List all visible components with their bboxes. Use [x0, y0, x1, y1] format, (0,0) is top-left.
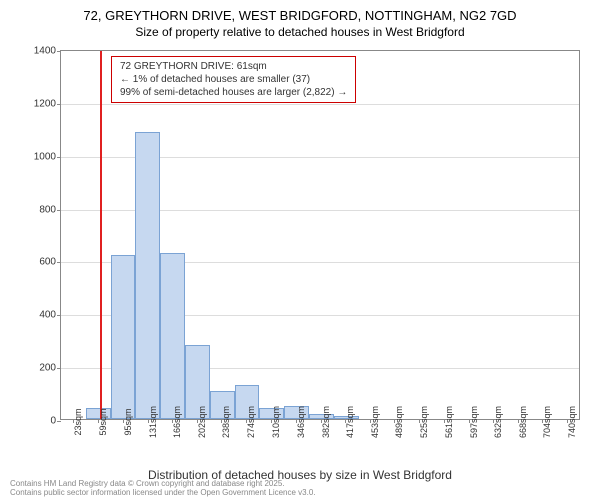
callout-box: 72 GREYTHORN DRIVE: 61sqm ← 1% of detach… [111, 56, 356, 103]
x-tick-label: 95sqm [123, 408, 133, 435]
histogram-chart: 72, GREYTHORN DRIVE, WEST BRIDGFORD, NOT… [0, 0, 600, 500]
x-tick-label: 417sqm [345, 406, 355, 438]
x-tick-label: 202sqm [197, 406, 207, 438]
x-tick-label: 668sqm [518, 406, 528, 438]
y-tick-mark [57, 157, 61, 158]
x-tick-label: 704sqm [542, 406, 552, 438]
x-tick-label: 382sqm [321, 406, 331, 438]
x-tick-label: 238sqm [221, 406, 231, 438]
y-tick-mark [57, 104, 61, 105]
chart-title-sub: Size of property relative to detached ho… [0, 25, 600, 39]
y-tick-label: 0 [50, 416, 56, 427]
x-tick-label: 59sqm [98, 408, 108, 435]
x-tick-label: 597sqm [469, 406, 479, 438]
callout-line-3: 99% of semi-detached houses are larger (… [120, 86, 347, 99]
x-tick-label: 561sqm [444, 406, 454, 438]
x-tick-label: 453sqm [370, 406, 380, 438]
x-tick-label: 489sqm [394, 406, 404, 438]
x-tick-label: 632sqm [493, 406, 503, 438]
x-tick-label: 23sqm [73, 408, 83, 435]
y-tick-label: 400 [39, 310, 56, 321]
plot-area: 020040060080010001200140023sqm59sqm95sqm… [60, 50, 580, 420]
x-tick-label: 740sqm [567, 406, 577, 438]
y-tick-label: 1400 [34, 46, 56, 57]
footer-attribution: Contains HM Land Registry data © Crown c… [10, 480, 316, 498]
x-tick-label: 131sqm [148, 406, 158, 438]
histogram-bar [160, 253, 185, 420]
y-tick-label: 1200 [34, 98, 56, 109]
x-tick-label: 166sqm [172, 406, 182, 438]
grid-line [61, 104, 579, 105]
y-tick-mark [57, 262, 61, 263]
footer-line-2: Contains public sector information licen… [10, 489, 316, 498]
y-tick-mark [57, 421, 61, 422]
highlight-line [100, 51, 102, 419]
y-tick-mark [57, 315, 61, 316]
histogram-bar [111, 255, 136, 419]
y-tick-mark [57, 368, 61, 369]
x-tick-label: 310sqm [271, 406, 281, 438]
x-tick-label: 346sqm [296, 406, 306, 438]
y-tick-label: 600 [39, 257, 56, 268]
x-tick-label: 525sqm [419, 406, 429, 438]
callout-line-2: ← 1% of detached houses are smaller (37) [120, 73, 347, 86]
y-tick-label: 800 [39, 204, 56, 215]
y-tick-label: 200 [39, 363, 56, 374]
callout-line-1: 72 GREYTHORN DRIVE: 61sqm [120, 60, 347, 73]
y-tick-mark [57, 210, 61, 211]
histogram-bar [135, 132, 160, 419]
y-tick-mark [57, 51, 61, 52]
chart-title-main: 72, GREYTHORN DRIVE, WEST BRIDGFORD, NOT… [0, 8, 600, 23]
x-tick-label: 274sqm [246, 406, 256, 438]
y-tick-label: 1000 [34, 151, 56, 162]
